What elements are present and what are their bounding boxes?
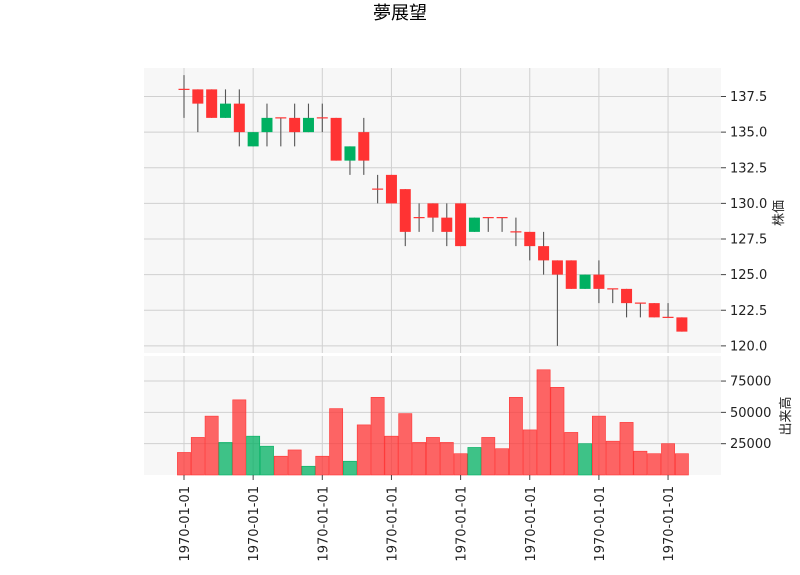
volume-bar [287, 449, 302, 476]
volume-bar [356, 424, 371, 476]
price-tick-label: 125.0 [730, 268, 767, 283]
volume-tick-label: 25000 [730, 437, 771, 452]
candle-body [399, 189, 411, 232]
volume-bar [605, 440, 620, 476]
candle-body [455, 203, 467, 247]
volume-y-ticks: 25000 50000 75000 [721, 375, 771, 452]
candle-body [676, 317, 688, 332]
volume-bar [218, 442, 233, 476]
candle-body [330, 117, 342, 161]
candle-body [593, 274, 605, 289]
x-tick-label: 1970-01-01 [316, 486, 331, 562]
volume-bar [522, 429, 537, 476]
volume-bar [550, 387, 565, 476]
price-tick-label: 127.5 [730, 233, 767, 248]
volume-bar [495, 448, 509, 476]
candle-body [648, 303, 660, 318]
x-tick-label: 1970-01-01 [593, 486, 608, 562]
candle-body [261, 117, 273, 133]
candle-body [385, 174, 397, 204]
price-tick-label: 120.0 [730, 339, 767, 354]
volume-bar [453, 453, 468, 476]
candle-body [551, 260, 563, 275]
price-tick-label: 135.0 [730, 126, 767, 141]
volume-bar [177, 452, 191, 476]
volume-bar [190, 437, 205, 476]
volume-bar [232, 399, 247, 476]
volume-bars [177, 369, 689, 476]
volume-tick-label: 75000 [730, 375, 771, 390]
candles [178, 75, 688, 346]
x-tick-label: 1970-01-01 [247, 486, 262, 562]
chart-title: 夢展望 [373, 3, 427, 24]
volume-bar [246, 435, 261, 476]
volume-bar [398, 413, 413, 476]
x-tick-label: 1970-01-01 [455, 486, 470, 562]
volume-bar [343, 460, 357, 476]
candle-body [247, 132, 259, 147]
volume-bar [591, 415, 606, 476]
volume-bar [329, 408, 344, 476]
volume-bar [301, 465, 316, 476]
candle-body [538, 246, 550, 261]
x-tick-label: 1970-01-01 [524, 486, 539, 562]
candle-body [358, 132, 370, 161]
volume-bar [578, 443, 592, 476]
candle-body [524, 231, 536, 247]
volume-bar [315, 455, 330, 476]
candle-body [289, 117, 301, 133]
candle-body [468, 217, 480, 232]
volume-bar [564, 432, 579, 476]
candle-body [219, 103, 231, 118]
volume-bar [370, 397, 385, 476]
volume-bar [426, 437, 440, 476]
candle-body [427, 203, 439, 218]
volume-bar [467, 447, 482, 476]
volume-bar [384, 435, 399, 476]
volume-bar [619, 422, 634, 476]
volume-bar [260, 445, 274, 476]
volume-bar [412, 442, 427, 476]
volume-bar [204, 415, 219, 476]
candle-body [344, 146, 356, 161]
candle-body [579, 274, 591, 289]
volume-bar [439, 442, 454, 476]
x-tick-label: 1970-01-01 [178, 486, 193, 562]
volume-bar [273, 455, 288, 476]
volume-bar [509, 397, 523, 476]
price-tick-label: 122.5 [730, 304, 767, 319]
price-y-ticks: 120.0 122.5 125.0 127.5 130.0 132.5 135.0 137.5 [721, 90, 767, 354]
candle-body [302, 117, 314, 133]
volume-bar [536, 369, 551, 476]
candle-body [565, 260, 577, 289]
volume-bar [674, 453, 689, 476]
volume-y-axis-label: 出来高 [778, 396, 794, 435]
volume-bar [633, 450, 648, 476]
volume-bar [481, 437, 496, 476]
x-tick-label: 1970-01-01 [385, 486, 400, 562]
x-tick-label: 1970-01-01 [662, 486, 677, 562]
candle-body [206, 89, 218, 118]
volume-bar [647, 453, 662, 476]
price-tick-label: 130.0 [730, 197, 767, 212]
volume-tick-label: 50000 [730, 406, 771, 421]
price-y-axis-label: 株価 [772, 200, 787, 226]
price-tick-label: 137.5 [730, 90, 767, 105]
x-tick-labels: 1970-01-01 1970-01-01 1970-01-01 1970-01-01… [178, 475, 677, 562]
candle-body [233, 103, 245, 133]
candle-body [192, 89, 204, 104]
candle-body [621, 288, 633, 304]
candle-body [441, 217, 453, 232]
price-tick-label: 132.5 [730, 161, 767, 176]
price-grid [144, 96, 721, 347]
volume-bar [661, 443, 675, 476]
